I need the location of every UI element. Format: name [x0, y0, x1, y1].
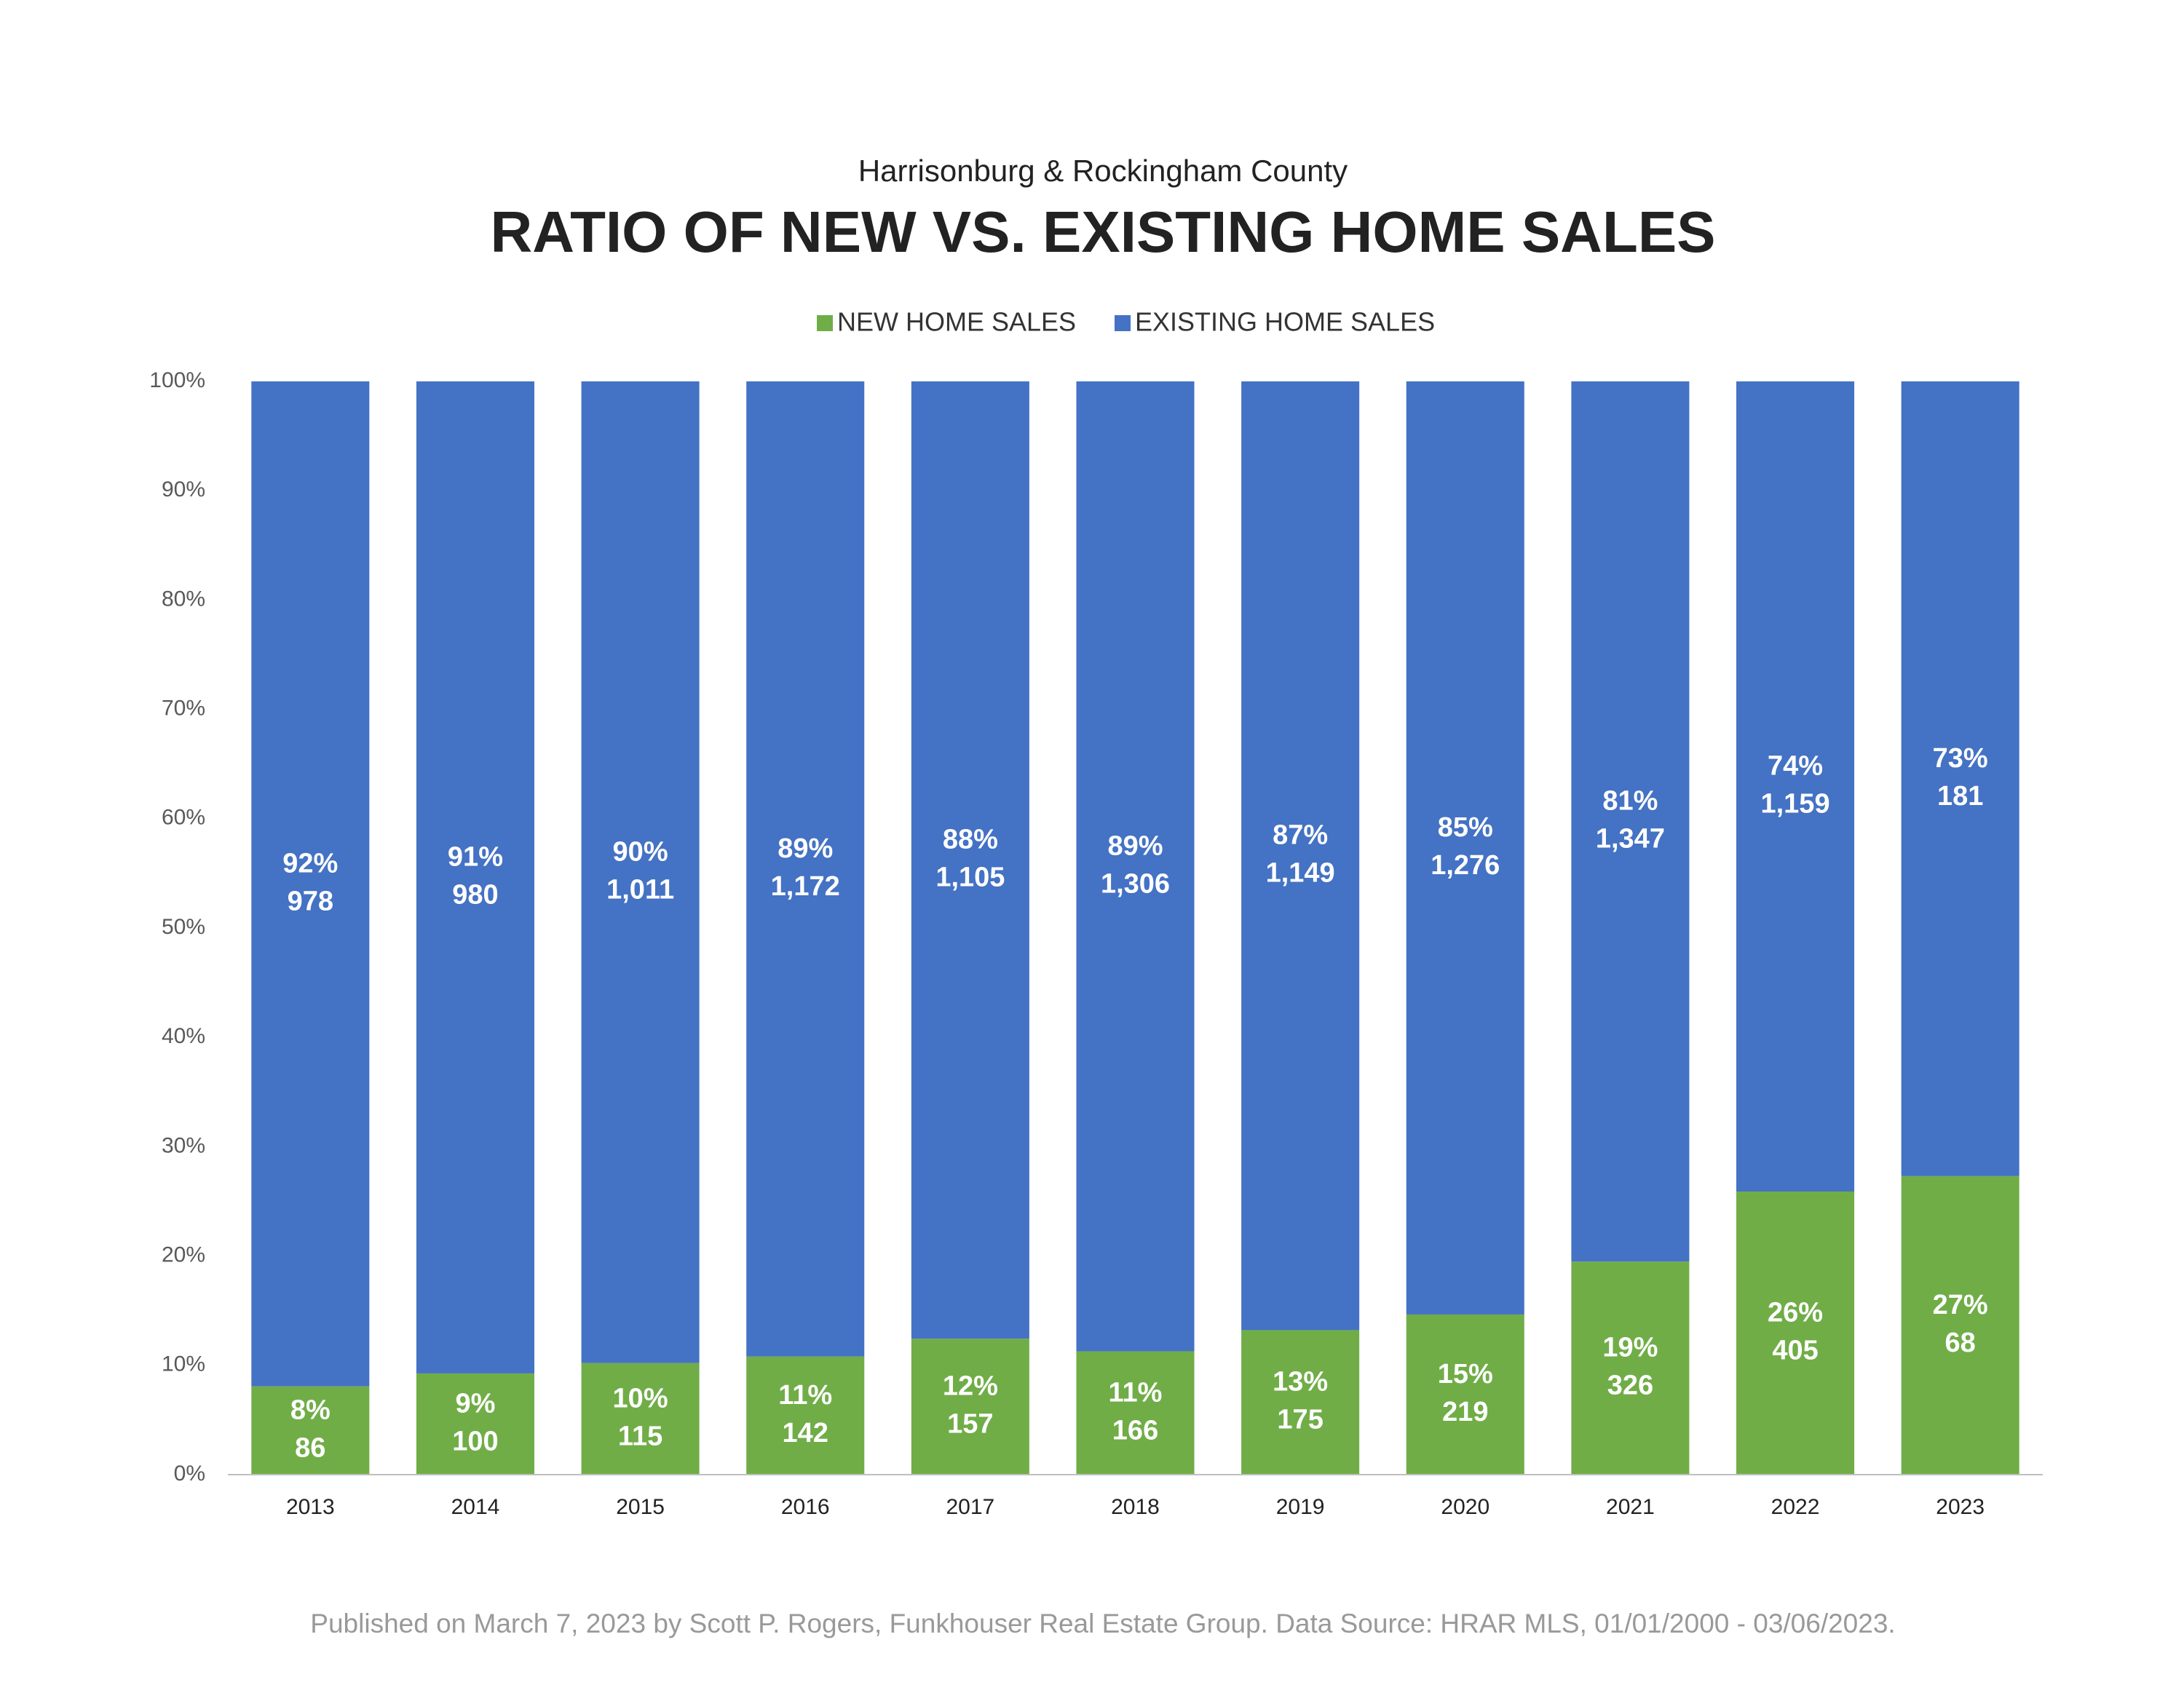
data-label: 91% [448, 841, 503, 872]
data-label: 87% [1273, 820, 1328, 851]
count-label: 1,172 [771, 871, 840, 902]
y-tick-label: 50% [162, 915, 205, 939]
bar-segment [1406, 1314, 1524, 1475]
legend-label: NEW HOME SALES [837, 307, 1076, 337]
bar-segment [1076, 381, 1195, 1352]
legend-marker [1115, 315, 1131, 331]
data-label: 90% [613, 836, 668, 867]
count-label: 1,105 [935, 863, 1005, 893]
x-tick-label: 2017 [946, 1495, 994, 1519]
y-tick-label: 40% [162, 1024, 205, 1048]
bar-segment [1241, 381, 1360, 1331]
data-label: 73% [1933, 743, 1988, 774]
bar-segment [1571, 381, 1690, 1262]
data-label: 74% [1768, 751, 1823, 782]
y-tick-label: 20% [162, 1243, 205, 1267]
count-label: 1,149 [1266, 858, 1335, 889]
data-label: 89% [778, 833, 833, 864]
bar-segment [1076, 1351, 1195, 1475]
count-label: 978 [288, 886, 333, 916]
footnote: Published on March 7, 2023 by Scott P. R… [310, 1609, 1895, 1638]
bar-segment [1736, 381, 1855, 1192]
count-label: 181 [1937, 781, 1983, 812]
data-label: 9% [455, 1388, 495, 1419]
x-tick-label: 2021 [1606, 1495, 1655, 1519]
y-tick-label: 80% [162, 587, 205, 611]
bar-segment [581, 1363, 700, 1475]
count-label: 157 [947, 1409, 993, 1440]
y-tick-label: 100% [149, 368, 205, 392]
y-tick-label: 0% [174, 1462, 205, 1486]
data-label: 13% [1273, 1367, 1328, 1397]
bar-segment [746, 381, 865, 1357]
bar-segment [1901, 381, 2019, 1176]
bar-segment [416, 381, 534, 1373]
x-tick-label: 2018 [1111, 1495, 1160, 1519]
bar-segment [1901, 1175, 2019, 1475]
x-tick-label: 2016 [781, 1495, 830, 1519]
count-label: 100 [452, 1426, 498, 1456]
bar-segment [1406, 381, 1524, 1315]
data-label: 92% [282, 848, 338, 879]
chart-subtitle: Harrisonburg & Rockingham County [858, 154, 1348, 188]
data-label: 12% [943, 1371, 998, 1402]
count-label: 115 [618, 1421, 662, 1451]
count-label: 68 [1945, 1328, 1976, 1358]
bar-segment [581, 381, 700, 1363]
y-tick-label: 10% [162, 1352, 205, 1376]
count-label: 1,276 [1431, 850, 1500, 881]
x-tick-label: 2019 [1276, 1495, 1325, 1519]
x-tick-label: 2023 [1936, 1495, 1985, 1519]
y-tick-label: 70% [162, 697, 205, 721]
data-label: 27% [1933, 1290, 1988, 1320]
data-label: 10% [613, 1383, 668, 1414]
bar-segment [746, 1356, 865, 1475]
count-label: 980 [452, 879, 498, 910]
count-label: 166 [1112, 1415, 1158, 1446]
y-tick-label: 60% [162, 806, 205, 830]
count-label: 1,159 [1760, 789, 1829, 820]
legend-marker [817, 315, 833, 331]
data-label: 81% [1602, 786, 1658, 817]
x-tick-label: 2014 [451, 1495, 500, 1519]
bar-segment [251, 381, 370, 1387]
bar-segment [1241, 1330, 1360, 1475]
data-label: 19% [1602, 1333, 1658, 1363]
chart-title: RATIO OF NEW VS. EXISTING HOME SALES [490, 199, 1715, 264]
count-label: 142 [783, 1418, 828, 1448]
x-tick-label: 2022 [1771, 1495, 1820, 1519]
count-label: 1,306 [1101, 868, 1170, 899]
data-label: 11% [778, 1380, 832, 1411]
data-label: 88% [943, 825, 998, 855]
count-label: 326 [1607, 1371, 1653, 1401]
x-tick-label: 2020 [1441, 1495, 1489, 1519]
bar-segment [416, 1373, 534, 1475]
data-label: 26% [1768, 1298, 1823, 1328]
count-label: 1,347 [1596, 824, 1665, 855]
bar-segment [911, 1339, 1029, 1475]
x-tick-label: 2013 [286, 1495, 335, 1519]
data-label: 85% [1438, 812, 1493, 843]
bar-segment [911, 381, 1029, 1339]
data-label: 11% [1109, 1377, 1163, 1408]
count-label: 405 [1772, 1336, 1818, 1366]
y-tick-label: 30% [162, 1133, 205, 1157]
y-tick-label: 90% [162, 477, 205, 501]
x-tick-label: 2015 [616, 1495, 665, 1519]
count-label: 175 [1277, 1405, 1323, 1435]
legend-label: EXISTING HOME SALES [1135, 307, 1435, 337]
data-label: 15% [1438, 1359, 1493, 1389]
data-label: 8% [290, 1395, 331, 1425]
count-label: 1,011 [606, 874, 674, 905]
count-label: 219 [1442, 1397, 1488, 1427]
count-label: 86 [295, 1432, 325, 1463]
bar-segment [1736, 1191, 1855, 1475]
bar-segment [1571, 1261, 1690, 1475]
bar-segment [251, 1386, 370, 1475]
data-label: 89% [1107, 830, 1163, 861]
